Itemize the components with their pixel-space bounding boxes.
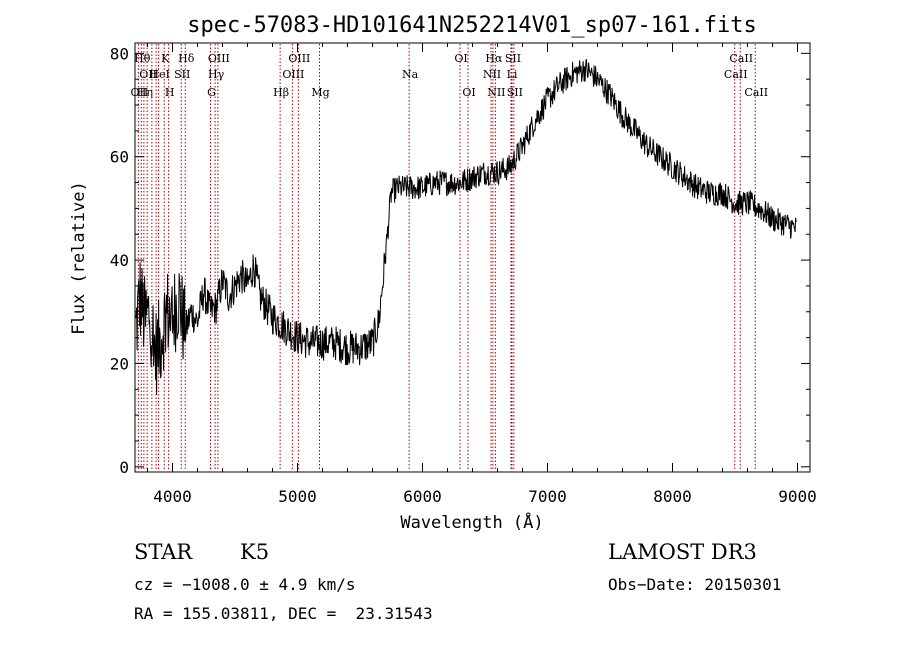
spectrum-series bbox=[135, 58, 797, 396]
x-tick-label: 7000 bbox=[528, 487, 567, 506]
survey-name: LAMOST DR3 bbox=[608, 540, 757, 564]
line-marker-label: Hδ bbox=[178, 52, 195, 65]
x-axis-label: Wavelength (Å) bbox=[400, 511, 543, 533]
x-tick-label: 9000 bbox=[778, 487, 817, 506]
line-marker-label: NII bbox=[487, 86, 505, 99]
line-marker-label: Li bbox=[507, 68, 518, 81]
chart-title: spec-57083-HD101641N252214V01_sp07-161.f… bbox=[187, 13, 757, 38]
object-class: STAR bbox=[134, 540, 193, 564]
x-tick-label: 8000 bbox=[653, 487, 692, 506]
line-markers: OIIHθHηOIIHeIKHSIIHδGHγOIIIHβOIIIOIIIMgN… bbox=[131, 44, 768, 471]
line-marker-label: SII bbox=[507, 86, 523, 99]
line-marker-label: Mg bbox=[311, 86, 329, 99]
line-marker-label: Hη bbox=[137, 86, 153, 99]
line-marker-label: Na bbox=[402, 68, 419, 81]
object-subclass: K5 bbox=[240, 540, 270, 564]
y-tick-label: 20 bbox=[110, 354, 129, 373]
x-axis-ticks: 4000 5000 6000 7000 8000 9000 bbox=[147, 43, 817, 506]
y-axis-label: Flux (relative) bbox=[69, 181, 89, 335]
line-marker-label: Hα bbox=[485, 52, 503, 65]
line-marker-label: OIII bbox=[282, 68, 304, 81]
y-tick-label: 60 bbox=[110, 148, 129, 167]
spectrum-line bbox=[135, 58, 797, 396]
coordinates: RA = 155.03811, DEC = 23.31543 bbox=[134, 604, 433, 623]
line-marker-label: OIII bbox=[288, 52, 310, 65]
line-marker-label: Hγ bbox=[208, 68, 225, 81]
line-marker-label: HeI bbox=[149, 68, 169, 81]
observation-date: Obs−Date: 20150301 bbox=[608, 575, 782, 594]
y-tick-label: 40 bbox=[110, 251, 129, 270]
line-marker-label: OI bbox=[462, 86, 475, 99]
line-marker-label: NII bbox=[483, 68, 501, 81]
y-axis-ticks: 0 20 40 60 80 bbox=[110, 44, 810, 477]
line-marker-label: SII bbox=[505, 52, 521, 65]
y-tick-label: 80 bbox=[110, 44, 129, 63]
plot-frame bbox=[134, 42, 811, 473]
x-tick-label: 4000 bbox=[153, 487, 192, 506]
line-marker-label: G bbox=[207, 86, 216, 99]
line-marker-label: OII bbox=[139, 68, 157, 81]
redshift-cz: cz = −1008.0 ± 4.9 km/s bbox=[134, 575, 356, 594]
line-marker-label: SII bbox=[174, 68, 190, 81]
line-marker-label: Hθ bbox=[134, 52, 151, 65]
line-marker-label: Hβ bbox=[273, 86, 289, 99]
line-marker-label: H bbox=[165, 86, 175, 99]
line-marker-label: CaII bbox=[744, 86, 768, 99]
x-tick-label: 5000 bbox=[278, 487, 317, 506]
line-marker-label: OIII bbox=[208, 52, 230, 65]
line-marker-label: OI bbox=[454, 52, 467, 65]
line-marker-label: CaII bbox=[724, 68, 748, 81]
line-marker-label: K bbox=[161, 52, 170, 65]
line-marker-label: CaII bbox=[729, 52, 753, 65]
x-tick-label: 6000 bbox=[403, 487, 442, 506]
y-tick-label: 0 bbox=[119, 458, 129, 477]
